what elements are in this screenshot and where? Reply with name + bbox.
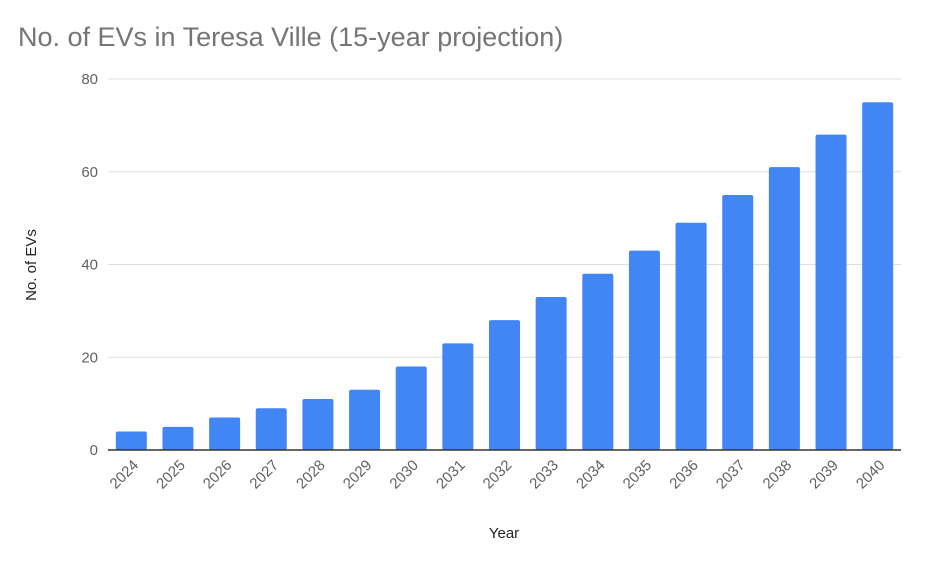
x-tick-label: 2025: [153, 457, 189, 493]
x-tick-label: 2038: [760, 457, 796, 493]
bar-2026: [209, 417, 241, 450]
y-tick-label: 80: [81, 71, 98, 88]
x-tick-label: 2028: [293, 457, 329, 493]
x-tick-label: 2031: [433, 457, 469, 493]
x-axis-label: Year: [489, 525, 519, 542]
x-tick-label: 2039: [806, 457, 842, 493]
bar-2030: [395, 366, 427, 450]
x-tick-label: 2036: [666, 457, 702, 493]
bar-2038: [768, 167, 800, 451]
x-tick-label: 2037: [713, 457, 749, 493]
x-tick-label: 2029: [340, 457, 376, 493]
bar-2029: [349, 389, 381, 450]
bar-2037: [722, 194, 754, 450]
chart-title: No. of EVs in Teresa Ville (15-year proj…: [18, 22, 563, 52]
bar-2036: [675, 222, 707, 450]
bar-2039: [815, 134, 847, 450]
x-tick-label: 2026: [200, 457, 236, 493]
bar-2024: [115, 431, 147, 450]
x-tick-label: 2027: [246, 457, 282, 493]
bar-2028: [302, 398, 334, 450]
y-axis-label: No. of EVs: [23, 229, 40, 301]
bar-2034: [582, 273, 614, 450]
x-tick-label: 2035: [620, 457, 656, 493]
x-tick-label: 2040: [853, 457, 889, 493]
y-tick-label: 20: [81, 349, 98, 366]
x-tick-label: 2030: [386, 457, 422, 493]
bar-2033: [535, 296, 567, 450]
bar-2032: [489, 320, 520, 450]
bar-2025: [162, 426, 194, 450]
bar-2027: [255, 408, 287, 450]
x-tick-label: 2033: [526, 457, 562, 493]
y-tick-label: 60: [81, 164, 98, 181]
x-tick-label: 2032: [480, 457, 516, 493]
y-tick-label: 0: [90, 442, 98, 459]
bar-2031: [442, 343, 474, 450]
y-tick-label: 40: [81, 257, 98, 274]
bar-2035: [628, 250, 660, 450]
x-tick-label: 2024: [107, 457, 143, 493]
x-tick-label: 2034: [573, 457, 609, 493]
bar-2040: [862, 102, 894, 450]
